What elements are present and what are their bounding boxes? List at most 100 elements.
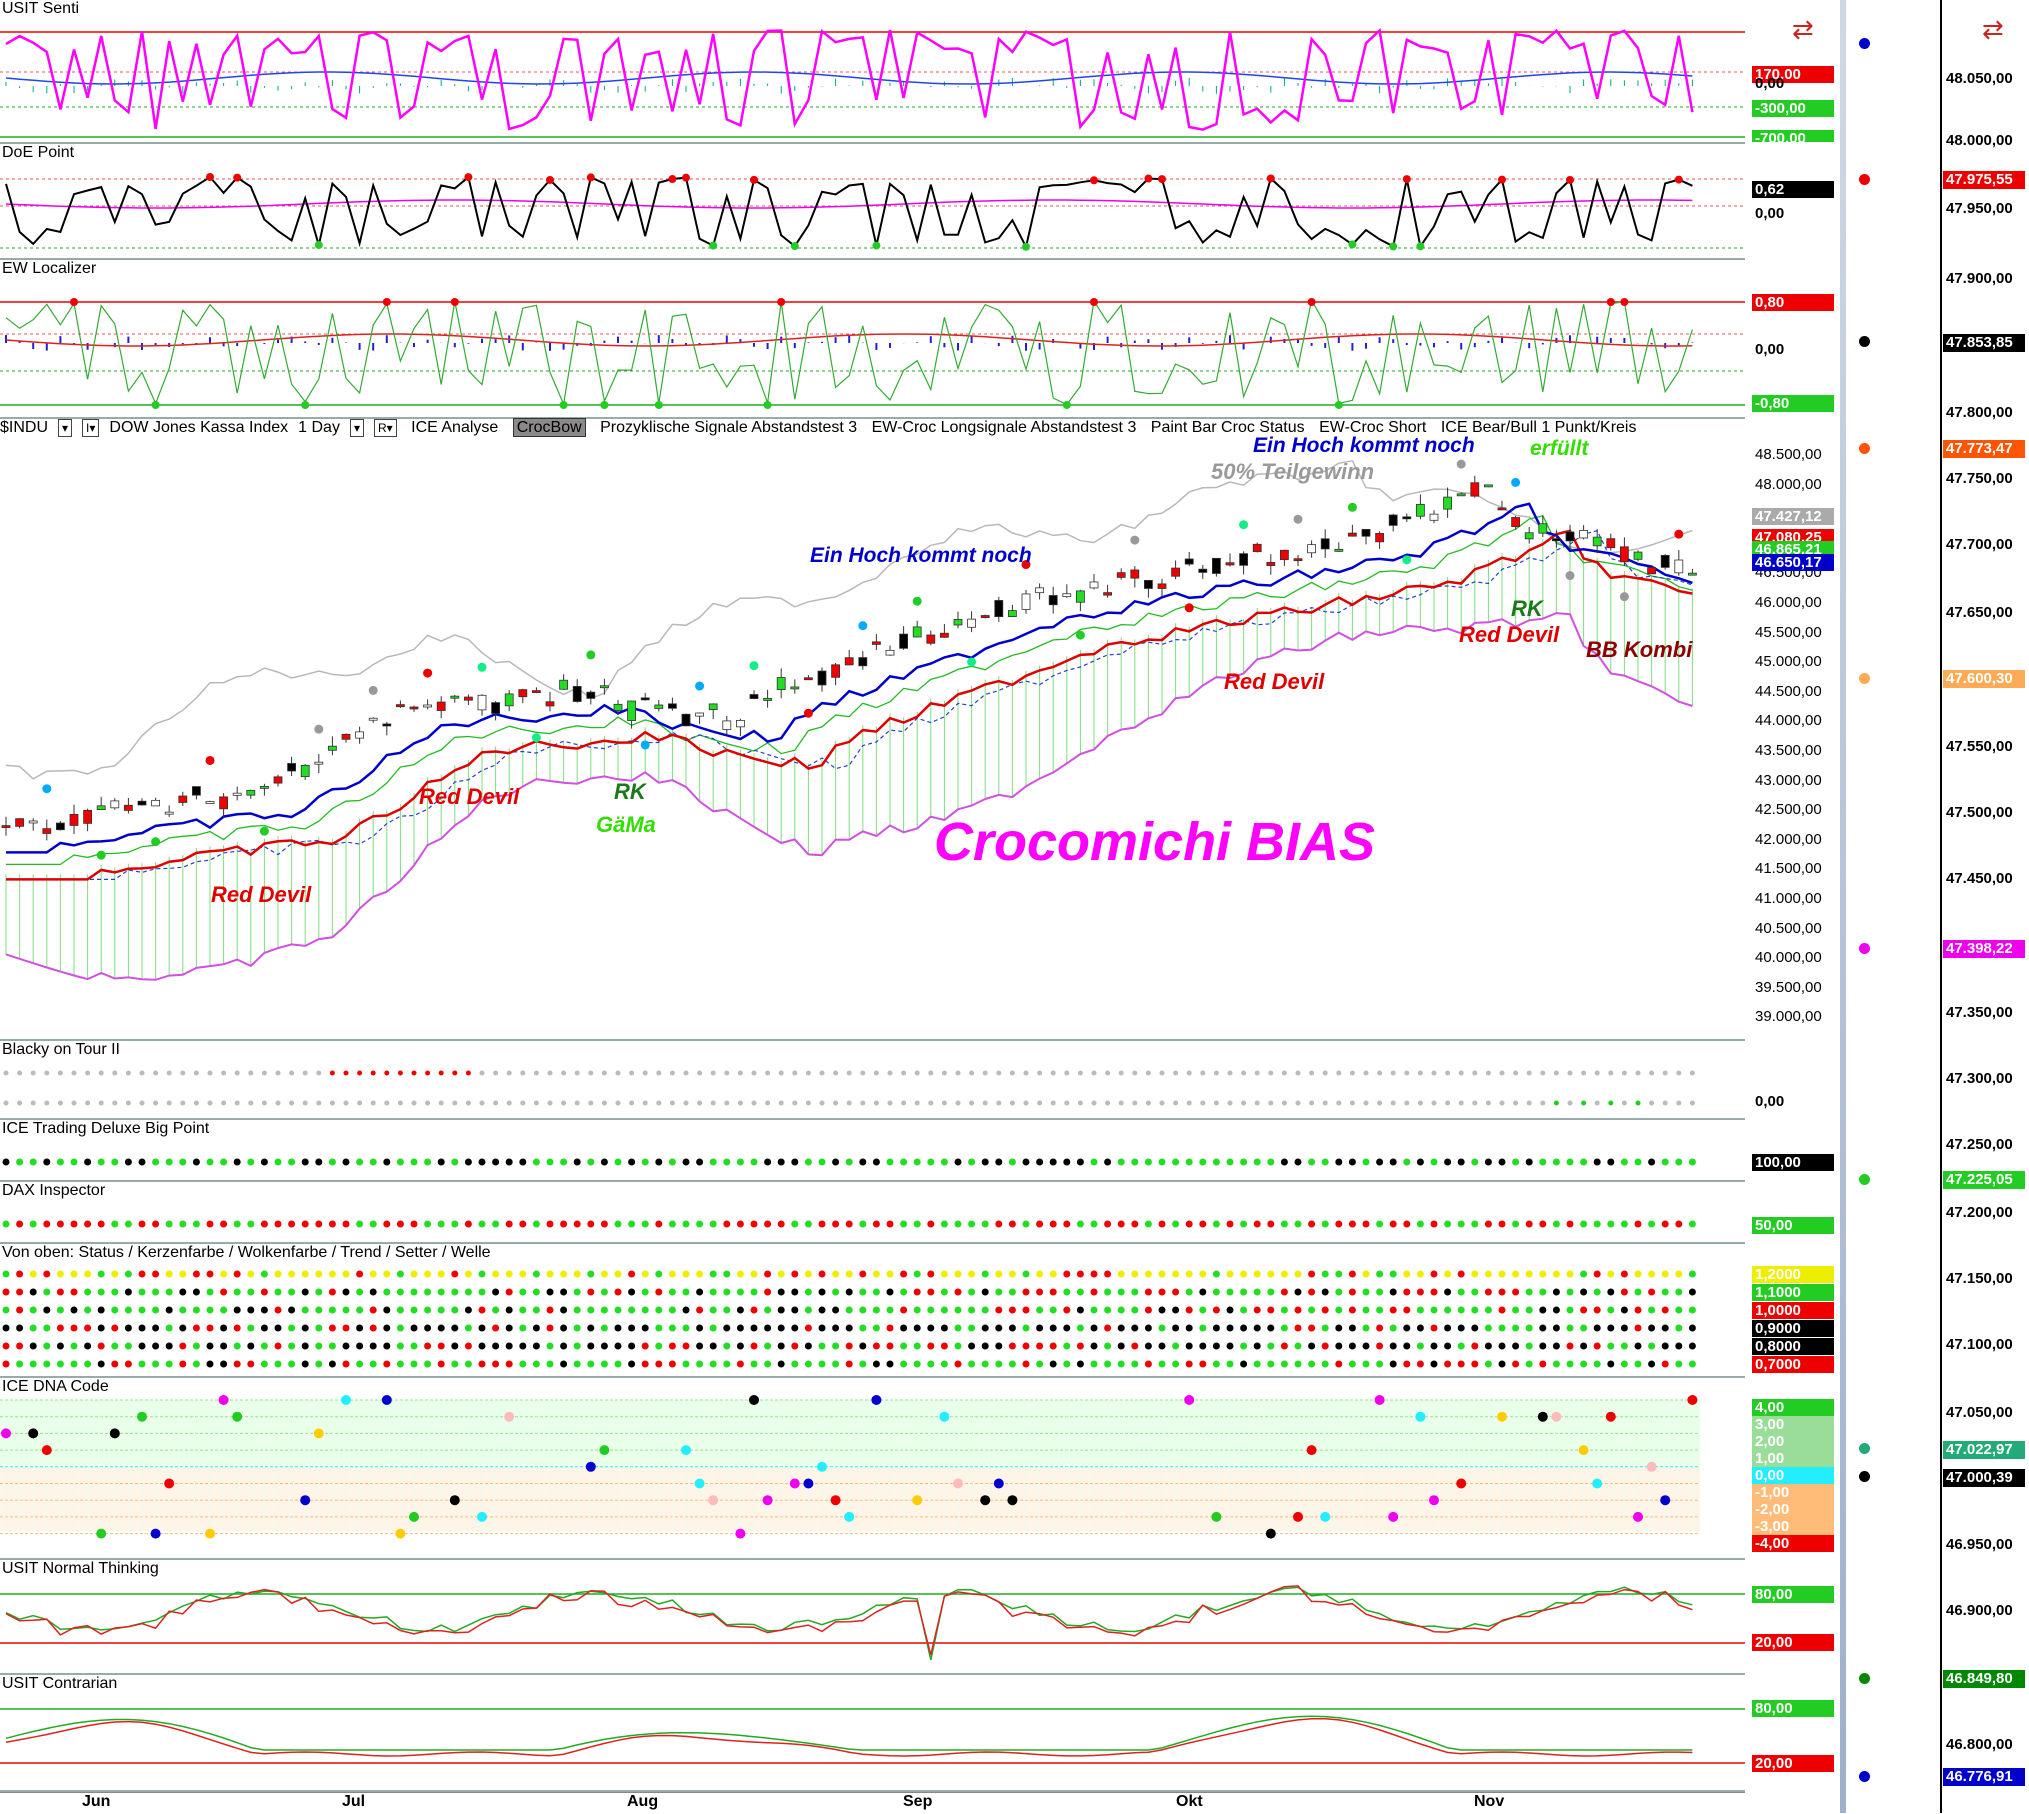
indicator-ice-bear-bull[interactable]: ICE Bear/Bull 1 Punkt/Kreis (1440, 419, 1637, 437)
dax-dot (845, 1220, 853, 1228)
status-dot (845, 1270, 853, 1278)
indicator-ice-analyse[interactable]: ICE Analyse (411, 419, 499, 437)
blacky-dot (1023, 1070, 1029, 1076)
dax-dot (1321, 1220, 1329, 1228)
candle-body (491, 702, 501, 714)
blacky-dot (180, 1100, 186, 1106)
signal-dot (423, 668, 433, 678)
status-dot (1036, 1324, 1044, 1332)
status-dot (288, 1324, 296, 1332)
status-dot (1240, 1342, 1248, 1350)
candle-body (83, 809, 92, 824)
blacky-dot (928, 1070, 934, 1076)
blacky-dot (1173, 1070, 1179, 1076)
icetd-dot (43, 1158, 51, 1166)
icetd-dot (1661, 1158, 1669, 1166)
icetd-dot (356, 1158, 364, 1166)
dax-dot (1512, 1220, 1520, 1228)
blacky-dot (1540, 1100, 1546, 1106)
indicator-ew-croc-short[interactable]: EW-Croc Short (1319, 419, 1427, 437)
status-dot (451, 1360, 459, 1368)
indicator-ew-croc-long[interactable]: EW-Croc Longsignale Abstandstest 3 (871, 419, 1137, 437)
icetd-dot (342, 1158, 350, 1166)
status-dot (573, 1324, 581, 1332)
status-dot (1022, 1270, 1030, 1278)
status-dot (791, 1342, 799, 1350)
status-dot (1688, 1324, 1696, 1332)
status-dot (138, 1306, 146, 1314)
doe-point-panel: DoE Point (0, 144, 1745, 260)
status-dot (560, 1306, 568, 1314)
candle-body (450, 695, 460, 699)
candle-body (817, 670, 827, 686)
status-dot (1348, 1360, 1356, 1368)
status-dot (1688, 1288, 1696, 1296)
icetd-dot (886, 1158, 894, 1166)
status-dot (16, 1306, 24, 1314)
status-dot (1280, 1324, 1288, 1332)
status-dot (777, 1270, 785, 1278)
dax-dot (247, 1220, 255, 1228)
main-scale-tick: 41.000,00 (1755, 890, 1822, 907)
status-dot (1403, 1306, 1411, 1314)
blacky-dot (1513, 1100, 1519, 1106)
signal-dot (368, 685, 378, 695)
status-dot (1131, 1324, 1139, 1332)
usit-normal-panel: USIT Normal Thinking (0, 1560, 1745, 1675)
status-dot (1253, 1306, 1261, 1314)
status-dot (900, 1270, 908, 1278)
icetd-dot (1090, 1158, 1098, 1166)
splitter-bar[interactable] (1840, 0, 1846, 1813)
blacky-dot (17, 1070, 23, 1076)
indicator-crocbow[interactable]: CrocBow (512, 418, 586, 438)
icetd-dot (1335, 1158, 1343, 1166)
status-dot (1484, 1306, 1492, 1314)
blacky-dot (901, 1070, 907, 1076)
status-dot (641, 1324, 649, 1332)
status-dot (600, 1288, 608, 1296)
blacky-dot (343, 1100, 349, 1106)
status-dot (451, 1270, 459, 1278)
status-dot (845, 1360, 853, 1368)
status-dot (981, 1342, 989, 1350)
status-dot (1036, 1342, 1044, 1350)
period-dropdown-button[interactable]: ▾ (349, 419, 364, 437)
status-dot (1661, 1342, 1669, 1350)
blacky-dot (275, 1070, 281, 1076)
status-dot (1471, 1306, 1479, 1314)
status-dot (342, 1306, 350, 1314)
interval-dropdown-button[interactable]: I▾ (82, 419, 100, 437)
signal-dot (695, 681, 705, 691)
blacky-dot (234, 1100, 240, 1106)
status-dot (124, 1324, 132, 1332)
r-dropdown-button[interactable]: R▾ (373, 419, 397, 437)
status-dot (1158, 1270, 1166, 1278)
status-dot (43, 1288, 51, 1296)
status-dot (1240, 1270, 1248, 1278)
status-dot (1430, 1306, 1438, 1314)
candle-body (1388, 514, 1398, 526)
dax-dot (886, 1220, 894, 1228)
symbol-dropdown-button[interactable]: ▾ (58, 419, 73, 437)
status-dot (1688, 1360, 1696, 1368)
normal-label-20: 20,00 (1752, 1634, 1834, 1651)
right-scale-label: 46.849,80 (1943, 1670, 2025, 1688)
status-dot (736, 1342, 744, 1350)
indicator-prozyklische[interactable]: Prozyklische Signale Abstandstest 3 (600, 419, 858, 437)
status-dot (505, 1324, 513, 1332)
dax-dot (396, 1220, 404, 1228)
dax-dot (111, 1220, 119, 1228)
status-dot (804, 1342, 812, 1350)
status-dot (1049, 1306, 1057, 1314)
doe-green-dot (1022, 242, 1030, 251)
indicator-paint-bar[interactable]: Paint Bar Croc Status (1150, 419, 1305, 437)
right-sync-arrows-icon[interactable]: ⇄ (1982, 14, 2004, 44)
blacky-dot (1295, 1070, 1301, 1076)
dna-dot (341, 1395, 351, 1405)
dax-dot (1539, 1220, 1547, 1228)
status-dot (1253, 1342, 1261, 1350)
blacky-dot (1458, 1070, 1464, 1076)
candle-body (804, 677, 813, 681)
icetd-dot (1552, 1158, 1560, 1166)
sync-arrows-icon[interactable]: ⇄ (1792, 14, 1814, 44)
